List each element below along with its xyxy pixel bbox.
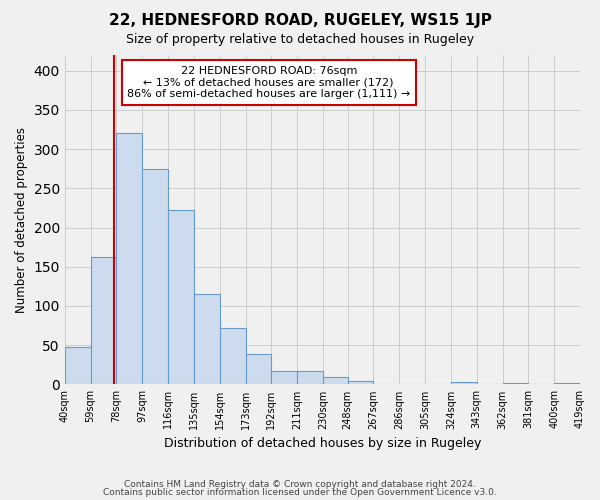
Bar	[503, 383, 529, 384]
Bar	[347, 380, 373, 384]
Bar	[323, 376, 347, 384]
Bar	[245, 354, 271, 384]
Bar	[168, 210, 194, 384]
Bar	[194, 294, 220, 384]
Text: Contains HM Land Registry data © Crown copyright and database right 2024.: Contains HM Land Registry data © Crown c…	[124, 480, 476, 489]
Bar	[65, 347, 91, 385]
X-axis label: Distribution of detached houses by size in Rugeley: Distribution of detached houses by size …	[164, 437, 481, 450]
Y-axis label: Number of detached properties: Number of detached properties	[15, 126, 28, 312]
Text: 22 HEDNESFORD ROAD: 76sqm
← 13% of detached houses are smaller (172)
86% of semi: 22 HEDNESFORD ROAD: 76sqm ← 13% of detac…	[127, 66, 410, 99]
Bar	[451, 382, 476, 384]
Bar	[116, 134, 142, 384]
Bar	[554, 383, 580, 384]
Bar	[142, 168, 168, 384]
Text: 22, HEDNESFORD ROAD, RUGELEY, WS15 1JP: 22, HEDNESFORD ROAD, RUGELEY, WS15 1JP	[109, 12, 491, 28]
Text: Size of property relative to detached houses in Rugeley: Size of property relative to detached ho…	[126, 32, 474, 46]
Bar	[91, 256, 116, 384]
Bar	[271, 371, 297, 384]
Text: Contains public sector information licensed under the Open Government Licence v3: Contains public sector information licen…	[103, 488, 497, 497]
Bar	[220, 328, 245, 384]
Bar	[297, 371, 323, 384]
